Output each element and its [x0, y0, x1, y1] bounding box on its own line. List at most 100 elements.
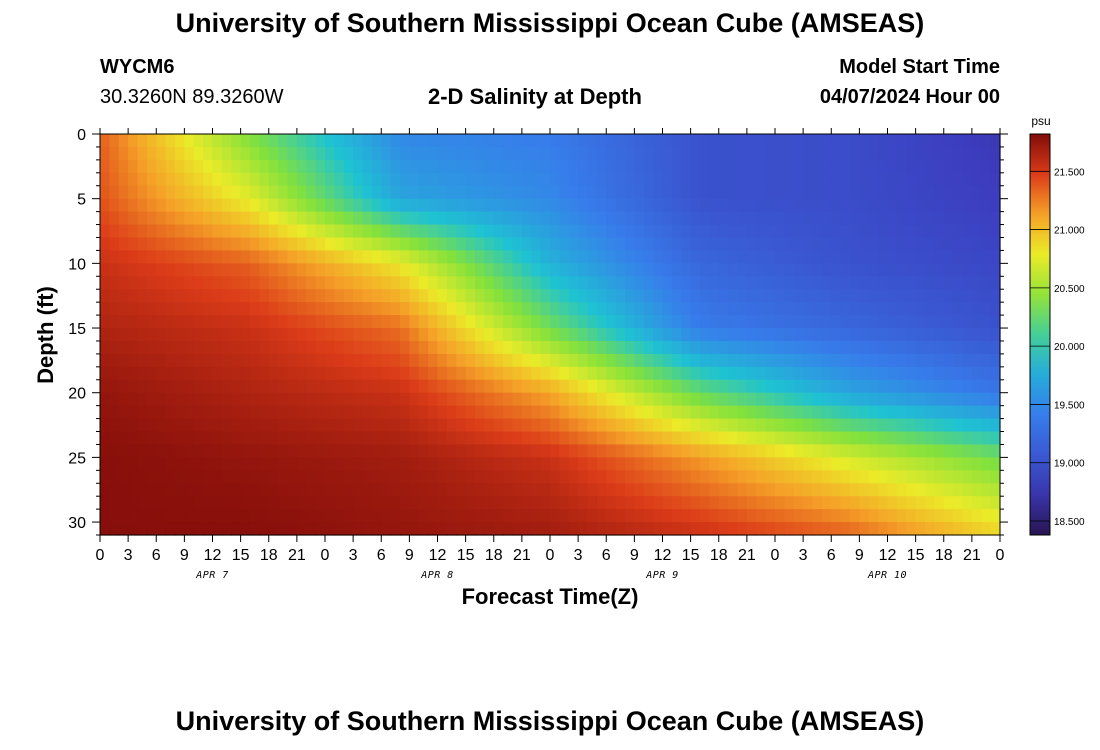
heatmap-cell	[493, 483, 504, 497]
heatmap-cell	[550, 431, 560, 446]
heatmap-cell	[371, 237, 382, 252]
heatmap-cell	[212, 302, 223, 316]
heatmap-cell	[250, 134, 260, 148]
heatmap-cell	[390, 198, 401, 213]
heatmap-cell	[531, 509, 542, 523]
heatmap-cell	[353, 509, 364, 523]
heatmap-cell	[390, 405, 401, 420]
heatmap-cell	[418, 198, 429, 213]
heatmap-cell	[671, 392, 682, 407]
heatmap-cell	[906, 379, 917, 394]
heatmap-cell	[446, 470, 457, 484]
heatmap-cell	[671, 289, 682, 303]
heatmap-cell	[793, 250, 804, 264]
heatmap-cell	[503, 483, 514, 497]
heatmap-cell	[943, 418, 954, 433]
heatmap-cell	[212, 496, 223, 510]
heatmap-cell	[259, 457, 270, 471]
heatmap-cell	[409, 250, 420, 264]
heatmap-cell	[671, 328, 682, 342]
heatmap-cell	[465, 211, 476, 226]
heatmap-cell	[503, 198, 514, 213]
heatmap-cell	[484, 224, 495, 239]
heatmap-cell	[100, 159, 110, 174]
heatmap-cell	[821, 418, 832, 433]
heatmap-cell	[793, 353, 804, 368]
heatmap-cell	[240, 302, 251, 316]
heatmap-cell	[840, 224, 851, 239]
heatmap-cell	[634, 405, 645, 420]
heatmap-cell	[596, 146, 607, 161]
heatmap-cell	[793, 276, 804, 290]
heatmap-cell	[953, 172, 964, 187]
heatmap-cell	[418, 457, 429, 471]
heatmap-cell	[728, 328, 739, 342]
heatmap-cell	[934, 198, 945, 213]
heatmap-cell	[343, 211, 354, 226]
x-tick-label: 15	[907, 547, 925, 564]
heatmap-cell	[550, 328, 560, 342]
heatmap-cell	[493, 418, 504, 433]
heatmap-cell	[615, 444, 626, 458]
heatmap-cell	[521, 250, 532, 264]
heatmap-cell	[456, 211, 467, 226]
heatmap-cell	[784, 496, 795, 510]
heatmap-cell	[765, 237, 776, 252]
heatmap-cell	[362, 263, 373, 277]
heatmap-cell	[296, 405, 307, 420]
heatmap-cell	[475, 315, 485, 329]
heatmap-cell	[446, 431, 457, 446]
heatmap-cell	[746, 366, 757, 381]
heatmap-cell	[278, 211, 289, 226]
heatmap-cell	[953, 146, 964, 161]
heatmap-cell	[315, 328, 326, 342]
heatmap-cell	[915, 392, 926, 407]
heatmap-cell	[962, 302, 973, 316]
heatmap-cell	[287, 263, 298, 277]
heatmap-cell	[184, 366, 195, 381]
heatmap-cell	[662, 366, 673, 381]
heatmap-cell	[118, 263, 129, 277]
heatmap-cell	[343, 198, 354, 213]
heatmap-cell	[962, 185, 973, 200]
heatmap-cell	[137, 405, 148, 420]
heatmap-cell	[662, 289, 673, 303]
heatmap-cell	[325, 159, 335, 174]
heatmap-cell	[521, 405, 532, 420]
heatmap-cell	[540, 366, 551, 381]
heatmap-cell	[596, 483, 607, 497]
heatmap-cell	[765, 509, 776, 523]
heatmap-cell	[634, 509, 645, 523]
heatmap-cell	[456, 431, 467, 446]
heatmap-cell	[587, 315, 598, 329]
heatmap-cell	[353, 315, 364, 329]
heatmap-cell	[821, 470, 832, 484]
heatmap-cell	[165, 444, 176, 458]
heatmap-cell	[887, 172, 898, 187]
heatmap-cell	[231, 211, 242, 226]
heatmap-cell	[615, 289, 626, 303]
heatmap-cell	[831, 302, 842, 316]
heatmap-cell	[850, 198, 860, 213]
heatmap-cell	[587, 146, 598, 161]
x-tick-label: 3	[799, 547, 808, 564]
heatmap-cell	[268, 224, 279, 239]
heatmap-cell	[493, 366, 504, 381]
heatmap-cell	[981, 185, 992, 200]
heatmap-cell	[221, 405, 232, 420]
heatmap-cell	[287, 302, 298, 316]
heatmap-cell	[165, 470, 176, 484]
heatmap-cell	[287, 237, 298, 252]
heatmap-cell	[306, 237, 317, 252]
heatmap-cell	[456, 457, 467, 471]
heatmap-cell	[531, 146, 542, 161]
heatmap-cell	[362, 405, 373, 420]
heatmap-cell	[737, 302, 748, 316]
heatmap-cell	[287, 185, 298, 200]
heatmap-cell	[100, 483, 110, 497]
heatmap-cell	[484, 237, 495, 252]
heatmap-cell	[671, 134, 682, 148]
date-label: APR 9	[645, 570, 679, 581]
heatmap-cell	[343, 237, 354, 252]
heatmap-cell	[596, 444, 607, 458]
